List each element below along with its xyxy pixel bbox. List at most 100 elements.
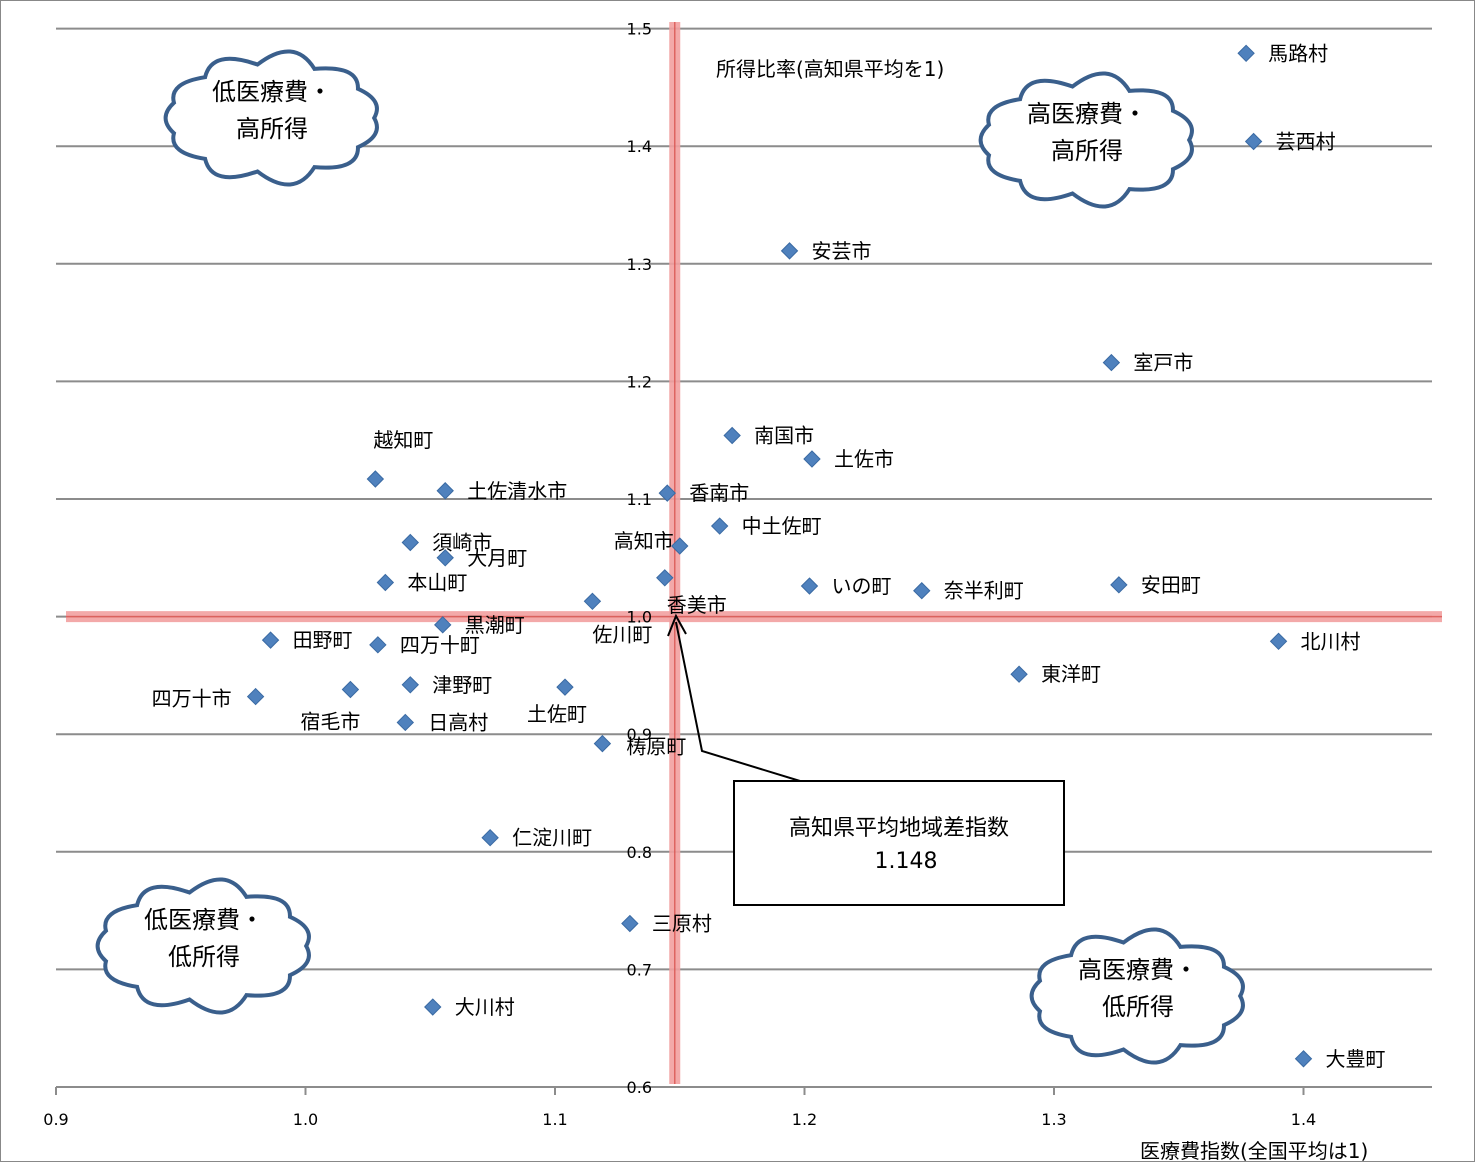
y-tick-label: 1.5: [627, 20, 652, 39]
x-axis-title: 医療費指数(全国平均は1): [1140, 1139, 1368, 1162]
y-tick-label: 0.7: [627, 960, 652, 979]
point-label: 宿毛市: [300, 710, 360, 734]
cloud-shape: [95, 877, 311, 1015]
point-marker: [1010, 665, 1028, 683]
data-point: 高知市: [614, 529, 689, 555]
x-tick-label: 1.3: [1041, 1110, 1066, 1129]
cloud-label: 低所得: [1102, 993, 1174, 1021]
point-marker: [261, 631, 280, 649]
y-tick-label: 1.4: [627, 137, 652, 156]
x-tick-label: 1.0: [293, 1110, 318, 1129]
cloud-bottom-right: 高医療費・低所得: [1029, 927, 1245, 1065]
x-axis: [55, 1087, 1305, 1095]
y-tick-label: 1.1: [627, 490, 652, 509]
point-label: 四万十町: [400, 633, 480, 657]
point-marker: [1110, 576, 1128, 594]
data-point: 四万十町: [369, 633, 480, 657]
point-marker: [621, 914, 639, 933]
point-label: 越知町: [373, 428, 433, 452]
point-marker: [671, 537, 689, 555]
cloud-label: 低所得: [168, 943, 240, 971]
cloud-label: 低医療費・: [144, 906, 264, 934]
y-tick-label: 1.3: [627, 255, 652, 274]
point-label: 本山町: [407, 570, 467, 594]
data-point: 津野町: [401, 673, 492, 697]
x-tick-label: 1.4: [1291, 1110, 1316, 1129]
data-point: 安田町: [1110, 573, 1201, 597]
callout-arrow-head: [667, 613, 687, 637]
point-marker: [481, 828, 499, 847]
point-marker: [366, 470, 385, 488]
point-label: 須崎市: [432, 531, 492, 555]
y-tick-labels: 0.6 0.7 0.8 0.9 1.0 1.1 1.2 1.3 1.4 1.5: [627, 20, 652, 1097]
data-point: 中土佐町: [710, 514, 822, 538]
cloud-shape: [978, 71, 1194, 209]
data-point: 大川村: [424, 995, 515, 1019]
data-point: 北川村: [1269, 629, 1361, 653]
point-marker: [583, 592, 602, 611]
data-point: 本山町: [376, 570, 467, 594]
point-marker: [436, 482, 454, 500]
point-marker: [401, 533, 419, 552]
y-tick-label: 0.6: [627, 1078, 652, 1097]
point-label: 大豊町: [1326, 1047, 1386, 1071]
data-point: 奈半利町: [913, 579, 1024, 603]
point-marker: [246, 687, 265, 706]
point-label: 安芸市: [812, 239, 872, 263]
point-label: 馬路村: [1268, 41, 1328, 65]
cloud-bottom-left: 低医療費・低所得: [95, 877, 311, 1015]
cloud-label: 高所得: [236, 115, 308, 143]
point-marker: [424, 998, 442, 1016]
point-label: 仁淀川町: [512, 826, 592, 850]
point-marker: [396, 713, 415, 732]
point-label: 田野町: [293, 628, 353, 652]
point-label: 日高村: [428, 710, 488, 734]
cloud-label: 高所得: [1051, 137, 1123, 165]
point-label: 安田町: [1141, 573, 1201, 597]
point-marker: [658, 484, 676, 502]
point-marker: [1102, 353, 1121, 372]
point-label: 芸西村: [1276, 129, 1336, 153]
data-point: 大豊町: [1294, 1047, 1386, 1071]
data-point: 土佐町: [527, 678, 587, 726]
data-point: いの町: [800, 574, 891, 598]
point-marker: [556, 678, 574, 696]
cloud-shape: [163, 49, 379, 187]
cloud-shape: [1029, 927, 1245, 1065]
point-marker: [800, 577, 819, 595]
data-point: 須崎市: [401, 531, 492, 555]
point-marker: [341, 680, 360, 699]
callout-title: 高知県平均地域差指数: [789, 816, 1009, 841]
point-label: いの町: [831, 574, 891, 598]
point-label: 中土佐町: [742, 514, 822, 538]
point-marker: [376, 573, 395, 592]
x-tick-label: 1.2: [792, 1110, 817, 1129]
point-label: 高知市: [614, 529, 674, 553]
cloud-label: 高医療費・: [1027, 100, 1147, 128]
point-label: 土佐町: [527, 702, 587, 726]
point-marker: [434, 616, 452, 634]
point-label: 北川村: [1301, 629, 1361, 653]
data-point: 四万十市: [152, 687, 265, 711]
point-label: 東洋町: [1041, 662, 1101, 686]
callout-arrow-line: [675, 621, 801, 782]
point-label: 南国市: [754, 423, 814, 447]
cloud-top-right: 高医療費・高所得: [978, 71, 1194, 209]
y-tick-label: 0.8: [627, 843, 652, 862]
point-label: 土佐清水市: [467, 479, 567, 503]
point-label: 香南市: [689, 481, 749, 505]
average-callout: 高知県平均地域差指数 1.148: [667, 613, 1065, 906]
y-tick-label: 1.0: [627, 608, 652, 627]
data-point: 梼原町: [593, 735, 686, 759]
point-label: 土佐市: [834, 447, 894, 471]
data-point: 馬路村: [1237, 41, 1328, 65]
point-label: 奈半利町: [944, 579, 1024, 603]
callout-box: [733, 780, 1065, 906]
x-tick-labels: 0.9 1.0 1.1 1.2 1.3 1.4: [43, 1110, 1316, 1129]
cloud-label: 低医療費・: [212, 78, 332, 106]
data-point: 安芸市: [780, 239, 872, 263]
point-marker: [401, 676, 419, 694]
